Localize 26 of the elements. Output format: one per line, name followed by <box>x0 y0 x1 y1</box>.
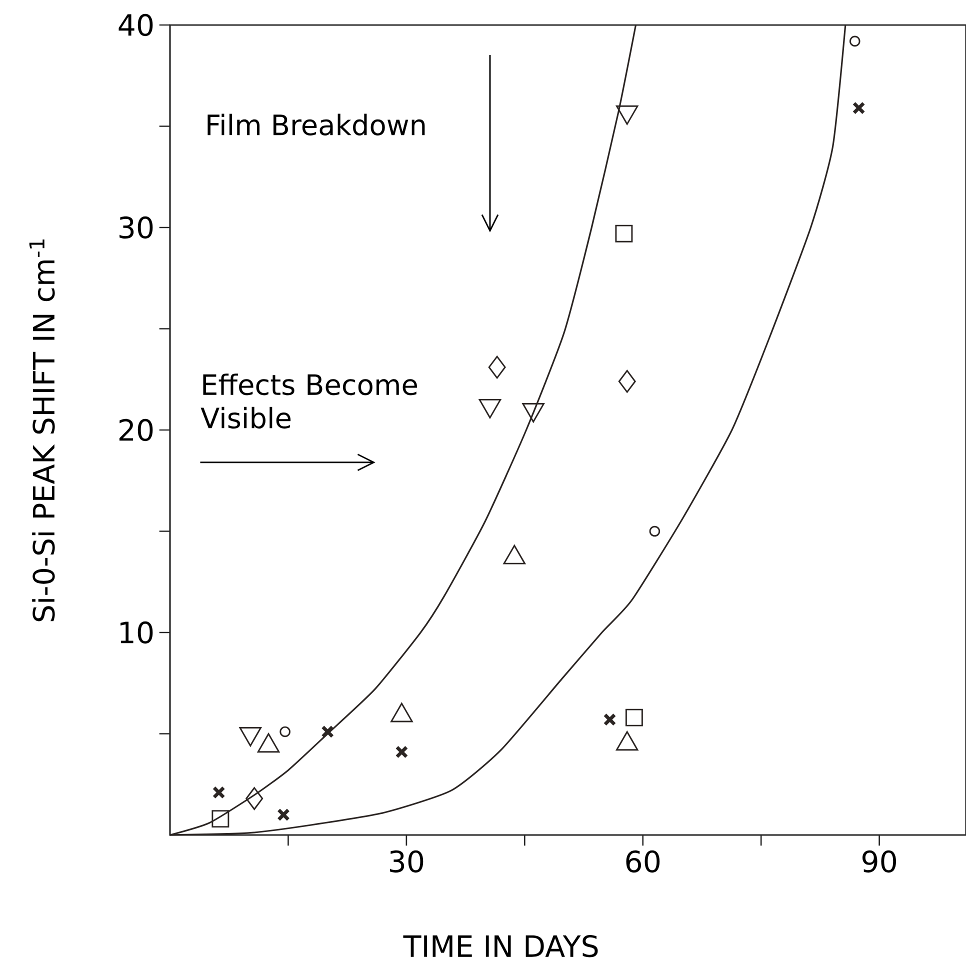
y-tick-label: 10 <box>120 621 153 644</box>
annotation: Effects Become Visible <box>200 374 417 429</box>
y-tick-label: 30 <box>120 216 153 239</box>
point <box>212 786 226 799</box>
point <box>625 708 643 726</box>
x-axis-title: TIME IN DAYS <box>403 935 598 958</box>
y-tick-label: 40 <box>118 14 153 36</box>
point <box>246 787 264 810</box>
point <box>395 746 408 758</box>
point <box>849 36 860 47</box>
point <box>603 713 616 726</box>
point <box>212 810 230 828</box>
x-tick-label: 60 <box>626 850 660 873</box>
point <box>280 726 290 738</box>
point <box>852 102 866 114</box>
point <box>615 224 633 242</box>
x-tick-label: 90 <box>862 850 896 873</box>
point <box>321 725 334 738</box>
point <box>277 808 290 822</box>
annotation: Film Breakdown <box>208 114 425 136</box>
point <box>488 356 506 379</box>
x-tick-label: 30 <box>390 850 424 873</box>
y-tick-label: 20 <box>119 418 153 442</box>
y-axis-title: Si-0-Si PEAK SHIFT IN cm$^{-1}$ <box>29 239 55 622</box>
point <box>649 526 660 537</box>
point <box>618 370 636 393</box>
